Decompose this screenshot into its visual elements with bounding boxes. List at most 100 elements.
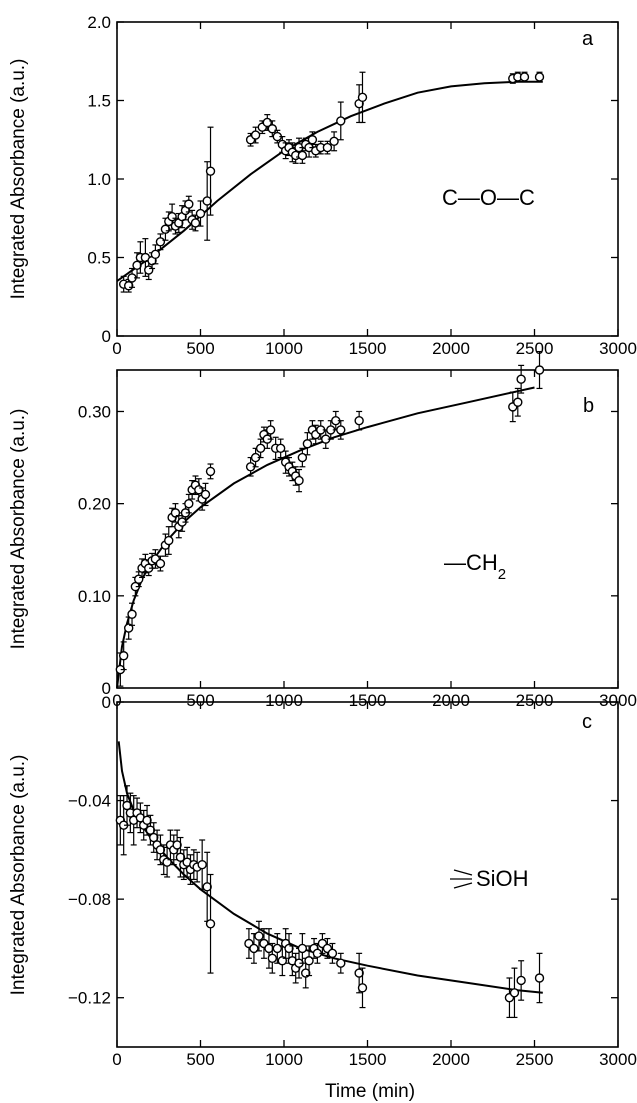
data-point bbox=[336, 425, 346, 435]
data-point bbox=[172, 840, 182, 850]
data-point bbox=[357, 983, 368, 993]
species-subscript: 2 bbox=[498, 566, 506, 583]
panels: 0 500 1000 1500 2000 2500 300000.51.01.52.0Int… bbox=[8, 13, 637, 1069]
x-tick-label: 2000 bbox=[432, 1050, 470, 1069]
y-tick-label: 0.5 bbox=[87, 249, 111, 268]
data-point bbox=[327, 948, 338, 959]
data-point bbox=[118, 651, 129, 661]
y-tick-label: −0.04 bbox=[68, 792, 111, 811]
y-tick-label: 0.20 bbox=[78, 495, 111, 514]
x-tick-label: 2500 bbox=[516, 339, 554, 358]
data-point bbox=[250, 130, 261, 140]
data-point bbox=[265, 425, 276, 435]
x-tick-label: 1500 bbox=[349, 1050, 387, 1069]
data-point bbox=[142, 815, 152, 825]
panel-label: a bbox=[582, 28, 594, 50]
x-tick-label: 0 bbox=[112, 691, 121, 710]
x-tick-label: 3000 bbox=[599, 1050, 637, 1069]
x-tick-label: 2500 bbox=[516, 1050, 554, 1069]
panel-c: 0 500 1000 1500 2000 2500 3000 0 −0.04 −0.08 −0.12… bbox=[8, 693, 637, 1069]
data-point bbox=[132, 260, 142, 271]
y-tick-label: 1.0 bbox=[87, 170, 111, 189]
data-point bbox=[190, 218, 201, 228]
data-point bbox=[202, 196, 212, 206]
data-point bbox=[254, 931, 264, 941]
data-point bbox=[155, 237, 166, 247]
data-point bbox=[123, 623, 134, 633]
y-axis-label: Integrated Absorbance (a.u.) bbox=[8, 755, 29, 996]
data-point bbox=[202, 882, 212, 892]
data-point bbox=[262, 117, 272, 128]
x-tick-label: 1500 bbox=[349, 691, 387, 710]
data-point bbox=[519, 72, 530, 82]
data-point bbox=[354, 415, 364, 426]
y-tick-label: 0.10 bbox=[78, 587, 111, 606]
data-point bbox=[354, 968, 364, 978]
data-point bbox=[336, 116, 346, 126]
x-tick-label: 1000 bbox=[265, 691, 303, 710]
data-point bbox=[150, 249, 161, 260]
data-point bbox=[195, 208, 206, 219]
data-point bbox=[255, 443, 266, 454]
panel-b: 0 500 1000 1500 2000 2500 3000 0 0.10 0.20 0.30 Int… bbox=[8, 350, 637, 710]
data-point bbox=[513, 397, 523, 407]
fit-curve bbox=[116, 80, 543, 282]
y-axis-label: Integrated Absorbance (a.u.) bbox=[8, 59, 29, 300]
x-tick-label: 2000 bbox=[432, 339, 470, 358]
data-point bbox=[534, 973, 545, 983]
panel-label: c bbox=[582, 711, 592, 733]
x-tick-label: 1000 bbox=[265, 1050, 303, 1069]
x-tick-label: 1500 bbox=[349, 339, 387, 358]
species-label: C—O—C bbox=[442, 185, 535, 210]
data-point bbox=[249, 943, 259, 954]
data-point bbox=[164, 535, 174, 546]
bond-glyph bbox=[453, 869, 473, 876]
data-point bbox=[297, 943, 308, 954]
data-point bbox=[297, 150, 308, 161]
data-point bbox=[149, 832, 159, 843]
data-point bbox=[184, 199, 194, 209]
data-point bbox=[275, 443, 286, 454]
x-tick-label: 2000 bbox=[432, 691, 470, 710]
data-point bbox=[205, 466, 216, 477]
bond-glyph bbox=[453, 882, 473, 889]
data-point bbox=[302, 439, 313, 449]
data-point bbox=[267, 953, 278, 963]
data-point bbox=[155, 845, 166, 855]
x-tick-label: 0 bbox=[112, 339, 121, 358]
x-tick-label: 2500 bbox=[516, 691, 554, 710]
species-label: SiOH bbox=[476, 866, 529, 891]
data-point bbox=[267, 124, 278, 134]
y-tick-label: 1.5 bbox=[87, 92, 111, 111]
data-point bbox=[534, 365, 545, 375]
data-point bbox=[516, 975, 526, 986]
data-point bbox=[322, 142, 333, 153]
x-tick-label: 500 bbox=[186, 339, 214, 358]
x-axis-title: Time (min) bbox=[325, 1081, 415, 1102]
y-tick-label: 0 bbox=[102, 679, 111, 698]
y-tick-label: −0.12 bbox=[68, 989, 111, 1008]
data-point bbox=[197, 859, 207, 870]
y-axis-label: Integrated Absorbance (a.u.) bbox=[8, 409, 29, 650]
data-point bbox=[175, 852, 186, 862]
data-point bbox=[297, 452, 308, 463]
data-point bbox=[205, 919, 216, 929]
data-point bbox=[155, 558, 166, 569]
data-point bbox=[516, 374, 526, 384]
plot-frame bbox=[116, 21, 619, 337]
data-point bbox=[184, 498, 194, 509]
y-tick-label: 0 bbox=[102, 693, 111, 712]
x-tick-label: 0 bbox=[112, 1050, 121, 1069]
plot-frame bbox=[116, 701, 619, 1048]
data-point bbox=[357, 92, 368, 103]
x-tick-label: 3000 bbox=[599, 339, 637, 358]
x-tick-label: 500 bbox=[186, 691, 214, 710]
data-point bbox=[304, 956, 314, 966]
species-label: —CH2 bbox=[444, 550, 506, 583]
data-point bbox=[127, 609, 137, 619]
x-tick-label: 500 bbox=[186, 1050, 214, 1069]
data-point bbox=[534, 72, 545, 82]
panel-a: 0 500 1000 1500 2000 2500 3000 0 0.5 1.0 1.5 2.0 Int… bbox=[8, 13, 637, 358]
data-point bbox=[294, 475, 304, 486]
